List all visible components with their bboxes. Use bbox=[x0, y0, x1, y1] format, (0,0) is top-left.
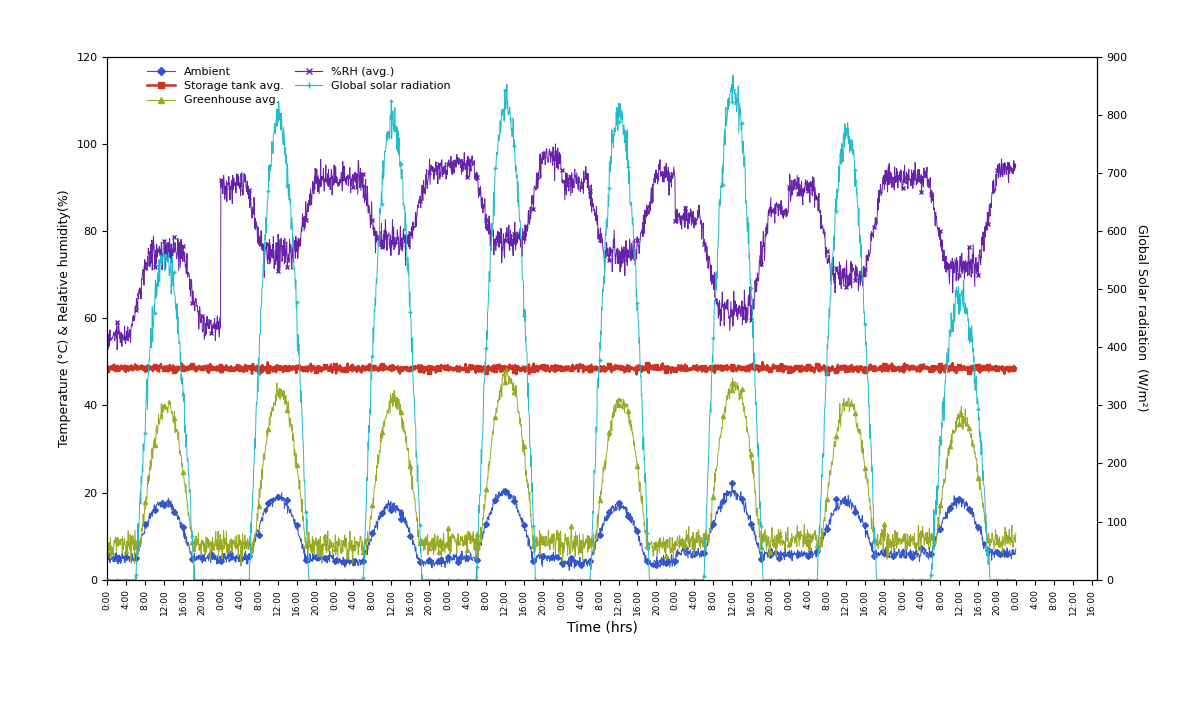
Storage tank avg. bbox=[887, 361, 901, 370]
Greenhouse avg. bbox=[100, 544, 114, 553]
Line: Greenhouse avg.: Greenhouse avg. bbox=[105, 366, 1018, 568]
%RH (avg.) bbox=[191, 310, 205, 318]
%RH (avg.) bbox=[387, 237, 402, 245]
Greenhouse avg. bbox=[836, 404, 850, 413]
Greenhouse avg. bbox=[387, 397, 402, 406]
%RH (avg.) bbox=[997, 165, 1011, 174]
Line: Storage tank avg.: Storage tank avg. bbox=[105, 360, 1018, 377]
Ambient bbox=[1008, 544, 1023, 553]
Ambient bbox=[725, 479, 739, 487]
%RH (avg.) bbox=[548, 140, 563, 148]
Greenhouse avg. bbox=[887, 534, 901, 543]
Ambient bbox=[100, 549, 114, 558]
Storage tank avg. bbox=[191, 366, 205, 374]
%RH (avg.) bbox=[100, 335, 114, 344]
%RH (avg.) bbox=[1008, 160, 1023, 169]
Y-axis label: Temperature (°C) & Relative humidity(%): Temperature (°C) & Relative humidity(%) bbox=[58, 189, 70, 447]
Ambient bbox=[887, 549, 901, 558]
Storage tank avg. bbox=[629, 370, 644, 379]
%RH (avg.) bbox=[110, 346, 124, 354]
Storage tank avg. bbox=[997, 364, 1011, 373]
Ambient bbox=[836, 496, 850, 504]
Storage tank avg. bbox=[615, 366, 629, 374]
Ambient bbox=[387, 498, 402, 507]
Storage tank avg. bbox=[756, 358, 770, 366]
Ambient bbox=[997, 550, 1011, 559]
Ambient bbox=[616, 503, 631, 511]
Ambient bbox=[191, 554, 205, 563]
Global solar radiation bbox=[886, 575, 900, 584]
Greenhouse avg. bbox=[1008, 529, 1023, 537]
Line: Ambient: Ambient bbox=[105, 481, 1018, 573]
Global solar radiation bbox=[100, 575, 114, 584]
Global solar radiation bbox=[726, 71, 740, 79]
Greenhouse avg. bbox=[191, 540, 205, 549]
Legend: Ambient, Storage tank avg., Greenhouse avg., %RH (avg.), Global solar radiation: Ambient, Storage tank avg., Greenhouse a… bbox=[143, 62, 455, 110]
Line: Global solar radiation: Global solar radiation bbox=[105, 73, 1018, 582]
Global solar radiation bbox=[387, 127, 402, 136]
Global solar radiation bbox=[834, 139, 849, 148]
Storage tank avg. bbox=[1008, 364, 1023, 373]
Global solar radiation bbox=[191, 575, 205, 584]
Line: %RH (avg.): %RH (avg.) bbox=[105, 142, 1018, 351]
Global solar radiation bbox=[997, 575, 1011, 584]
X-axis label: Time (hrs): Time (hrs) bbox=[566, 621, 638, 635]
Storage tank avg. bbox=[387, 365, 402, 373]
Ambient bbox=[563, 566, 577, 575]
Global solar radiation bbox=[1008, 575, 1023, 584]
Global solar radiation bbox=[615, 109, 629, 117]
Greenhouse avg. bbox=[616, 399, 631, 407]
Greenhouse avg. bbox=[997, 539, 1011, 548]
Storage tank avg. bbox=[836, 365, 850, 373]
Y-axis label: Global Solar radiation  (W/m²): Global Solar radiation (W/m²) bbox=[1135, 224, 1148, 412]
%RH (avg.) bbox=[887, 182, 901, 190]
Greenhouse avg. bbox=[234, 562, 248, 571]
%RH (avg.) bbox=[836, 267, 850, 276]
%RH (avg.) bbox=[616, 253, 631, 262]
Greenhouse avg. bbox=[499, 363, 514, 372]
Storage tank avg. bbox=[100, 366, 114, 374]
